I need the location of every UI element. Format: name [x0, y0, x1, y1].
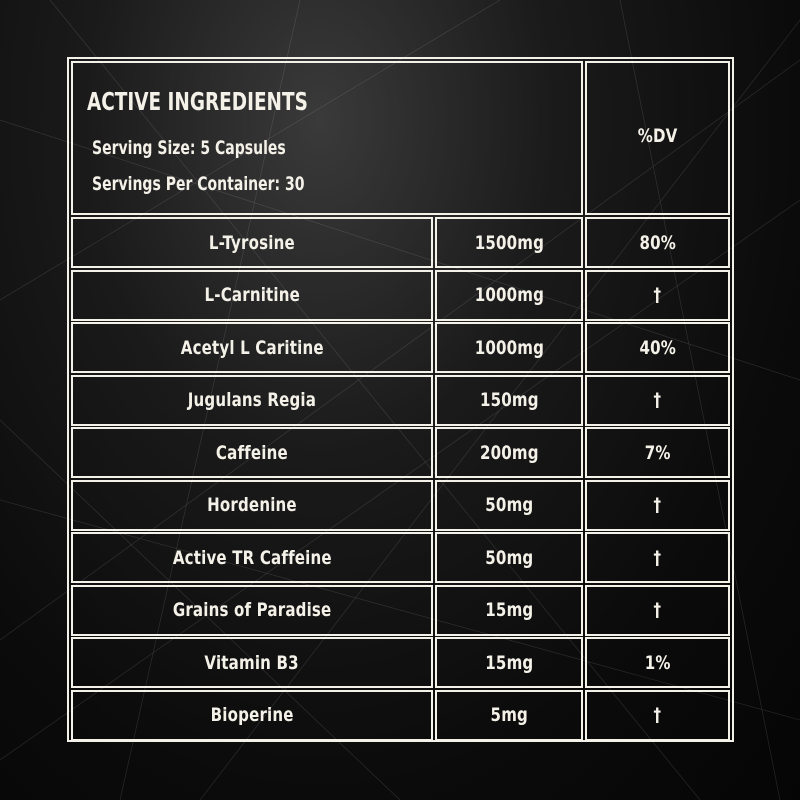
- ingredient-name-text: Vitamin B3: [204, 651, 300, 674]
- ingredient-dv-text: †: [653, 704, 662, 726]
- ingredient-name: Bioperine: [71, 689, 433, 741]
- ingredient-name: L-Carnitine: [71, 269, 433, 321]
- ingredient-dv-text: †: [653, 494, 662, 516]
- ingredient-amount-text: 50mg: [484, 546, 534, 569]
- ingredient-dv-text: †: [653, 546, 662, 569]
- ingredient-amount-text: 15mg: [484, 651, 534, 674]
- ingredient-amount: 15mg: [435, 584, 583, 636]
- ingredient-dv-text: †: [653, 599, 662, 621]
- ingredient-amount-text: 150mg: [479, 389, 539, 411]
- ingredient-dv-text: †: [653, 389, 662, 411]
- ingredient-name-text: L-Tyrosine: [208, 231, 295, 254]
- ingredient-name: Active TR Caffeine: [71, 532, 433, 583]
- ingredient-dv: †: [585, 374, 730, 426]
- ingredient-name: Hordenine: [71, 479, 433, 531]
- ingredient-dv-text: 7%: [644, 441, 671, 464]
- ingredient-amount: 1000mg: [435, 322, 583, 373]
- ingredient-amount: 50mg: [435, 532, 583, 583]
- ingredient-name-text: Caffeine: [216, 441, 288, 464]
- ingredient-amount-text: 50mg: [484, 494, 534, 516]
- ingredient-amount: 15mg: [435, 637, 583, 688]
- ingredient-dv: †: [585, 479, 730, 531]
- header-cell: ACTIVE INGREDIENTS Serving Size: 5 Capsu…: [71, 61, 583, 215]
- ingredient-amount-text: 1000mg: [474, 284, 544, 306]
- ingredient-name-text: L-Carnitine: [204, 284, 300, 306]
- ingredient-amount-text: 200mg: [479, 441, 539, 464]
- ingredient-name: Caffeine: [71, 427, 433, 478]
- ingredient-name: Acetyl L Caritine: [71, 322, 433, 373]
- ingredient-amount-text: 15mg: [484, 599, 534, 621]
- serving-size: Serving Size: 5 Capsules: [92, 137, 286, 159]
- ingredient-dv-text: †: [653, 284, 662, 306]
- ingredient-amount-text: 1500mg: [474, 231, 544, 254]
- ingredient-amount-text: 5mg: [490, 704, 528, 726]
- ingredient-amount: 1000mg: [435, 269, 583, 321]
- ingredient-dv: 80%: [585, 217, 730, 268]
- ingredient-dv: †: [585, 532, 730, 583]
- ingredient-name: Vitamin B3: [71, 637, 433, 688]
- ingredient-name-text: Grains of Paradise: [172, 599, 332, 621]
- panel-title: ACTIVE INGREDIENTS: [87, 87, 308, 116]
- ingredient-amount: 150mg: [435, 374, 583, 426]
- ingredient-name: L-Tyrosine: [71, 217, 433, 268]
- servings-per-container: Servings Per Container: 30: [92, 173, 305, 195]
- ingredient-amount: 50mg: [435, 479, 583, 531]
- ingredient-dv: †: [585, 584, 730, 636]
- ingredient-name-text: Hordenine: [207, 494, 297, 516]
- ingredient-dv-text: 40%: [639, 336, 676, 359]
- ingredient-dv-text: 1%: [644, 651, 671, 674]
- ingredient-name-text: Active TR Caffeine: [172, 546, 332, 569]
- ingredient-dv: †: [585, 689, 730, 741]
- ingredient-amount-text: 1000mg: [474, 336, 544, 359]
- ingredient-name-text: Jugulans Regia: [187, 389, 317, 411]
- ingredient-amount: 5mg: [435, 689, 583, 741]
- ingredient-dv: †: [585, 269, 730, 321]
- ingredients-panel: ACTIVE INGREDIENTS Serving Size: 5 Capsu…: [67, 57, 734, 742]
- ingredient-name: Jugulans Regia: [71, 374, 433, 426]
- dv-header: %DV: [585, 61, 730, 215]
- ingredient-amount: 200mg: [435, 427, 583, 478]
- ingredient-name: Grains of Paradise: [71, 584, 433, 636]
- ingredient-name-text: Acetyl L Caritine: [180, 336, 324, 359]
- ingredient-dv: 7%: [585, 427, 730, 478]
- ingredient-amount: 1500mg: [435, 217, 583, 268]
- ingredient-dv: 1%: [585, 637, 730, 688]
- ingredient-dv-text: 80%: [639, 231, 676, 254]
- ingredient-name-text: Bioperine: [210, 704, 294, 726]
- ingredient-dv: 40%: [585, 322, 730, 373]
